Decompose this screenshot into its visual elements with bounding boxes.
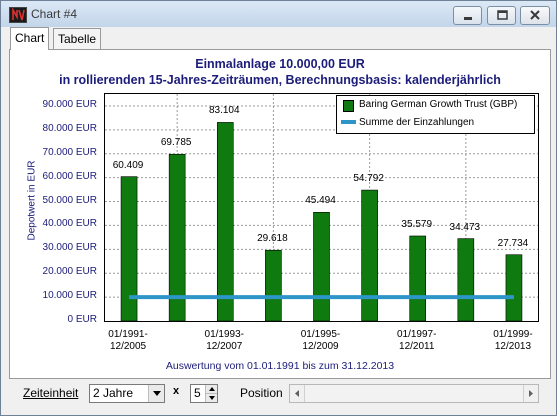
stepper-down-icon[interactable] [205,393,217,402]
y-tick-label: 60.000 EUR [42,170,97,182]
bar-value-label: 45.494 [305,195,336,207]
chevron-down-icon[interactable] [148,385,164,402]
x-tick-line1: 01/1991- [108,329,148,340]
chart-title: Einmalanlage 10.000,00 EUR [195,57,365,71]
x-tick-label: 01/1991- 12/2005 [88,329,168,353]
bar-value-label: 35.579 [401,218,433,230]
bar-5[interactable] [361,189,378,322]
y-tick-label: 30.000 EUR [42,242,97,254]
legend-bar-swatch [343,100,354,112]
y-tick-label: 0 EUR [67,314,97,325]
minimize-button[interactable] [453,6,482,25]
chart-panel: Einmalanlage 10.000,00 EUR in rollierend… [9,49,551,379]
multiply-sign: x [173,385,180,397]
x-tick-label: 01/1993- 12/2007 [184,329,264,353]
bar-value-label: 29.618 [257,233,288,245]
x-tick-label: 01/1999- 12/2013 [473,329,553,353]
chart-legend: Baring German Growth Trust (GBP) Summe d… [336,95,535,134]
stepper-up-icon[interactable] [205,385,217,393]
bar-value-label: 83.104 [208,105,240,117]
x-tick-line2: 12/2013 [494,341,532,352]
zeiteinheit-select[interactable]: 2 Jahre [89,384,165,403]
y-tick-label: 50.000 EUR [42,194,97,206]
x-tick-line2: 12/2005 [109,341,147,352]
bar-value-label: 27.734 [497,237,529,249]
chart-svg [105,94,538,322]
bar-2[interactable] [216,122,234,322]
y-tick-label: 10.000 EUR [42,290,97,302]
y-tick-label: 40.000 EUR [42,218,97,230]
bar-value-label: 54.792 [353,173,384,185]
position-scrollbar[interactable] [289,384,539,403]
chart-controls: Zeiteinheit 2 Jahre x 5 Position [1,379,556,409]
bar-4[interactable] [313,211,330,322]
window-title: Chart #4 [31,7,78,21]
multiplier-value: 5 [194,386,201,400]
bar-value-label: 34.473 [449,221,481,233]
bar-7[interactable] [457,238,475,322]
y-tick-label: 70.000 EUR [42,146,97,158]
close-button[interactable] [520,6,550,25]
scroll-left-icon[interactable] [290,385,305,402]
app-logo-icon [9,7,27,23]
x-tick-line1: 01/1993- [204,329,244,340]
legend-line-swatch [341,120,356,124]
bar-value-label: 60.409 [112,159,144,171]
multiplier-stepper[interactable]: 5 [190,384,218,403]
x-tick-line1: 01/1995- [300,329,341,340]
bar-6[interactable] [409,235,427,322]
evaluation-period-note: Auswertung vom 01.01.1991 bis zum 31.12.… [165,360,395,372]
scroll-right-icon[interactable] [523,385,538,402]
x-tick-line2: 12/2007 [206,341,243,352]
zeiteinheit-label: Zeiteinheit [23,386,78,400]
tab-chart[interactable]: Chart [10,27,50,50]
bar-3[interactable] [265,249,282,322]
zeiteinheit-label-text: Zeiteinheit [23,386,79,400]
title-bar[interactable]: Chart #4 [1,1,556,27]
x-tick-line1: 01/1997- [396,329,437,340]
x-tick-label: 01/1995- 12/2009 [281,329,361,353]
x-tick-line1: 01/1999- [493,329,533,340]
x-tick-line2: 12/2011 [399,341,435,352]
y-tick-label: 20.000 EUR [42,266,97,278]
position-label: Position [240,386,283,400]
bar-0[interactable] [120,176,138,322]
bar-value-label: 69.785 [160,137,192,149]
zeiteinheit-value: 2 Jahre [93,386,134,400]
tab-tabelle[interactable]: Tabelle [53,28,102,49]
legend-series-line: Summe der Einzahlungen [359,117,475,128]
maximize-button[interactable] [487,6,516,25]
chart-subtitle: in rollierenden 15-Jahres-Zeiträumen, Be… [59,73,501,87]
x-tick-label: 01/1997- 12/2011 [377,329,457,353]
y-tick-label: 80.000 EUR [42,122,97,134]
bar-8[interactable] [505,254,523,322]
y-tick-label: 90.000 EUR [42,98,97,110]
x-tick-line2: 12/2009 [302,341,339,352]
legend-series-bar: Baring German Growth Trust (GBP) [359,99,518,110]
